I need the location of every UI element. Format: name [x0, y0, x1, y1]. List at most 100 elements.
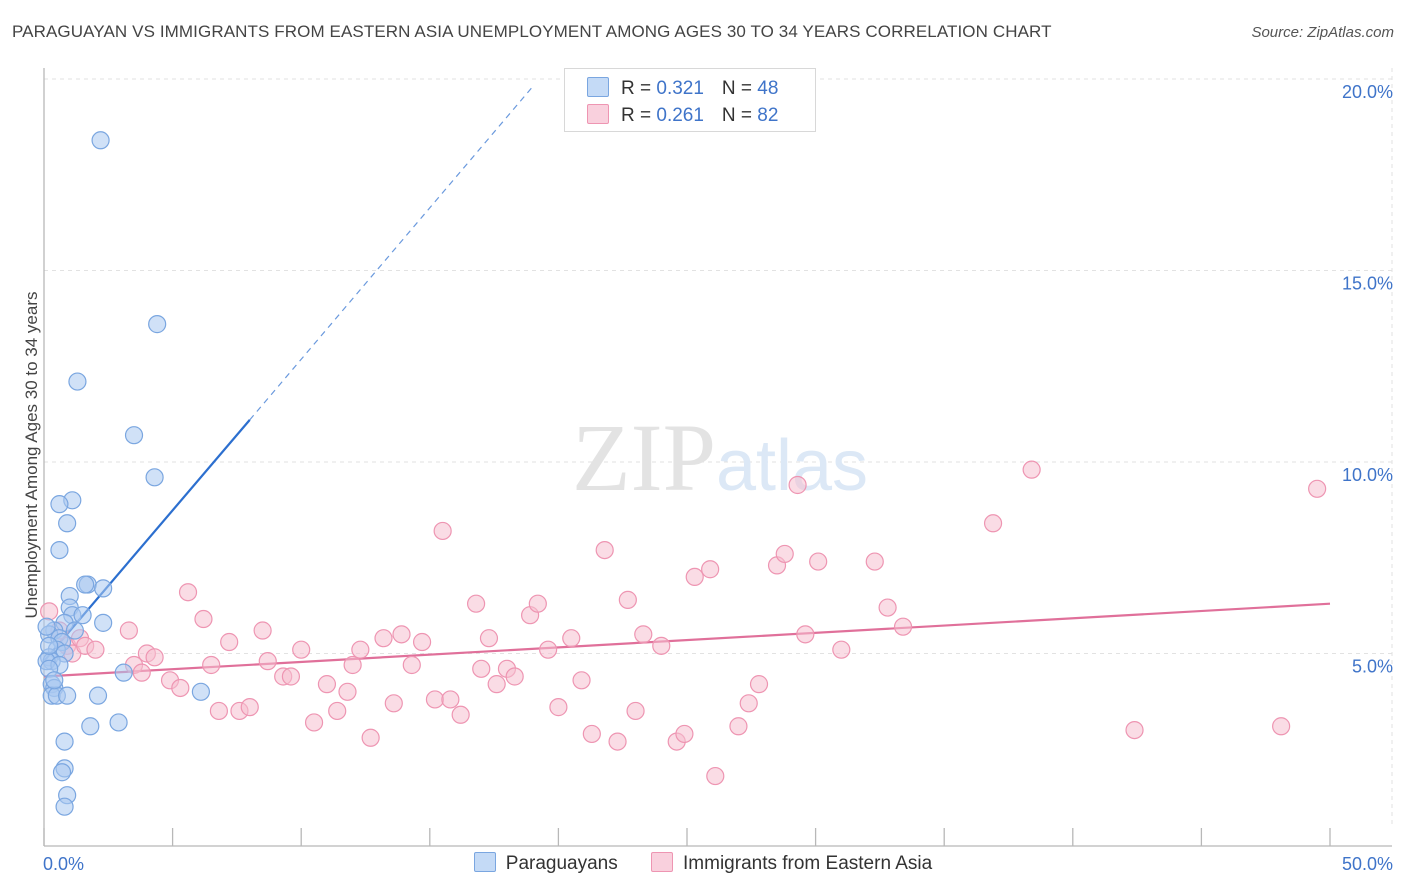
- eastern-asia-point: [796, 625, 815, 644]
- eastern-asia-point: [595, 540, 614, 560]
- eastern-asia-point: [539, 640, 558, 659]
- eastern-asia-point: [258, 652, 277, 671]
- eastern-asia-point: [343, 655, 362, 675]
- paraguayan-point: [88, 686, 108, 705]
- paraguayan-point: [68, 372, 87, 391]
- eastern-asia-point: [317, 675, 337, 694]
- source-credit: Source: ZipAtlas.com: [1251, 24, 1394, 41]
- y-tick-label: 10.0%: [1342, 465, 1393, 485]
- legend-swatch-blue: [473, 852, 496, 872]
- eastern-asia-point: [505, 667, 524, 686]
- trend-lines: [43, 86, 1331, 678]
- paraguayan-point: [45, 671, 64, 690]
- eastern-asia-point: [618, 590, 637, 609]
- legend-n-value: 82: [757, 105, 779, 126]
- eastern-asia-point: [374, 629, 393, 648]
- legend-label: Immigrants from Eastern Asia: [683, 853, 933, 874]
- paraguayan-point: [148, 315, 167, 334]
- eastern-asia-point: [832, 640, 851, 659]
- eastern-asia-point: [220, 632, 239, 652]
- eastern-asia-point: [451, 705, 470, 724]
- eastern-asia-point: [626, 701, 645, 721]
- paraguayan-point: [58, 514, 77, 533]
- eastern-asia-point: [706, 766, 725, 786]
- eastern-asia-point: [739, 694, 758, 713]
- eastern-asia-point: [549, 698, 568, 717]
- legend-item-eastern-asia[interactable]: Immigrants from Eastern Asia: [651, 852, 932, 875]
- eastern-asia-point: [608, 732, 627, 751]
- eastern-asia-trend-line: [43, 602, 1331, 678]
- paraguayan-point: [52, 763, 72, 782]
- axes: [43, 68, 1392, 847]
- legend-r-label: R =: [621, 78, 657, 99]
- eastern-asia-point: [425, 690, 445, 709]
- eastern-asia-point: [351, 640, 370, 659]
- eastern-asia-point: [983, 514, 1003, 533]
- eastern-asia-point: [878, 598, 897, 617]
- eastern-asia-point: [433, 521, 452, 541]
- tick-labels: 5.0% 10.0% 15.0% 20.0% 0.0% 50.0%: [43, 82, 1393, 874]
- eastern-asia-point: [749, 675, 769, 694]
- eastern-asia-point: [652, 636, 671, 655]
- paraguayan-trend-extension: [249, 86, 534, 421]
- paraguayan-point: [94, 613, 113, 632]
- eastern-asia-point: [528, 594, 547, 613]
- eastern-asia-point: [1125, 720, 1144, 740]
- legend-swatch-pink: [651, 852, 674, 872]
- x-tick-label: 0.0%: [43, 854, 84, 874]
- eastern-asia-point: [472, 659, 491, 678]
- eastern-asia-point: [132, 663, 151, 682]
- paraguayan-point: [109, 713, 128, 732]
- eastern-asia-point: [281, 667, 301, 686]
- eastern-asia-point: [582, 724, 601, 744]
- legend-row-eastern-asia: R = 0.261 N = 82: [587, 104, 778, 126]
- eastern-asia-point: [202, 655, 221, 675]
- paraguayan-point: [58, 686, 77, 705]
- eastern-asia-point: [479, 629, 499, 648]
- paraguayan-point: [191, 682, 210, 701]
- eastern-asia-point: [1272, 717, 1291, 736]
- eastern-asia-point: [384, 694, 403, 713]
- series-legend: Paraguayans Immigrants from Eastern Asia: [0, 852, 1406, 875]
- y-tick-label: 15.0%: [1342, 274, 1393, 294]
- eastern-asia-point: [809, 552, 828, 571]
- eastern-asia-point: [788, 475, 807, 495]
- paraguayan-point: [124, 426, 144, 445]
- x-tick-label: 50.0%: [1342, 854, 1393, 874]
- eastern-asia-point: [361, 728, 380, 747]
- eastern-asia-point: [675, 724, 694, 744]
- eastern-asia-point: [292, 640, 311, 659]
- legend-n-value: 48: [757, 78, 779, 99]
- legend-row-paraguayans: R = 0.321 N = 48: [587, 77, 778, 99]
- legend-swatch-blue: [587, 77, 609, 97]
- paraguayan-point: [145, 468, 164, 487]
- paraguayan-point: [50, 495, 69, 514]
- eastern-asia-point: [701, 560, 720, 579]
- eastern-asia-point: [466, 594, 486, 613]
- paraguayan-point: [76, 575, 95, 594]
- eastern-asia-point: [194, 609, 213, 629]
- eastern-asia-point: [487, 675, 506, 694]
- eastern-asia-point: [441, 690, 460, 709]
- eastern-asia-point: [572, 671, 591, 690]
- paraguayan-point: [37, 617, 56, 636]
- legend-n-label: N =: [721, 105, 758, 126]
- eastern-asia-point: [209, 701, 228, 721]
- paraguayan-point: [73, 606, 92, 625]
- chart-title: PARAGUAYAN VS IMMIGRANTS FROM EASTERN AS…: [12, 22, 1052, 41]
- eastern-asia-point: [240, 698, 259, 717]
- eastern-asia-point: [402, 655, 421, 675]
- paraguayan-point: [114, 663, 133, 682]
- correlation-legend: R = 0.321 N = 48 R = 0.261 N = 82: [564, 68, 816, 132]
- paraguayan-point: [65, 621, 84, 640]
- eastern-asia-point: [392, 625, 411, 644]
- y-axis-label: Unemployment Among Ages 30 to 34 years: [22, 292, 41, 619]
- legend-label: Paraguayans: [505, 853, 618, 874]
- eastern-asia-point: [893, 617, 913, 636]
- eastern-asia-point: [86, 640, 105, 659]
- watermark: ZIPatlas: [572, 404, 868, 511]
- paraguayan-point: [55, 797, 74, 816]
- legend-item-paraguayans[interactable]: Paraguayans: [473, 852, 618, 875]
- eastern-asia-point: [685, 567, 704, 587]
- eastern-asia-point: [178, 583, 198, 602]
